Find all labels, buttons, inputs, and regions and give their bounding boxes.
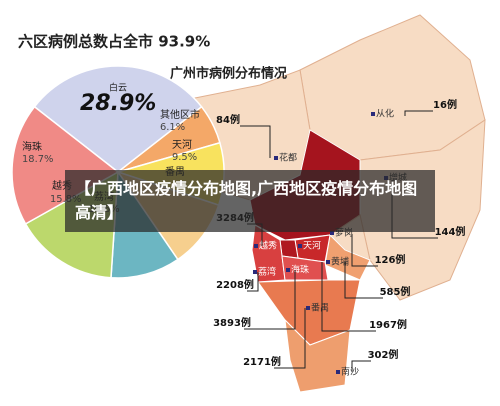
- district-marker: [274, 156, 278, 160]
- caption: 【广西地区疫情分布地图,广西地区疫情分布地图高清】: [65, 170, 435, 232]
- slice-name: 白云: [109, 82, 127, 94]
- slice-value: 18.7%: [22, 154, 53, 165]
- region-yuexiu: [279, 239, 299, 259]
- pie-slice: [11, 105, 120, 225]
- district-name: 荔湾: [258, 266, 276, 278]
- case-count: 302例: [368, 348, 399, 361]
- district-marker: [254, 244, 258, 248]
- district-name: 黄埔: [331, 256, 349, 268]
- case-count: 2171例: [243, 355, 281, 368]
- case-count: 84例: [216, 113, 240, 126]
- callout-line: [351, 234, 378, 267]
- callout-line: [404, 110, 433, 116]
- callout-line: [321, 262, 376, 332]
- callout-line: [247, 272, 259, 292]
- case-count: 144例: [435, 225, 466, 238]
- district-marker: [330, 231, 334, 235]
- callout-line: [344, 262, 383, 299]
- district-marker: [326, 260, 330, 264]
- slice-value: 28.9%: [80, 91, 156, 116]
- district-marker: [286, 268, 290, 272]
- case-count: 1967例: [369, 318, 407, 331]
- district-name: 越秀: [259, 240, 277, 252]
- case-count: 585例: [380, 285, 411, 298]
- district-name: 萝岗: [335, 228, 353, 239]
- case-count: 2208例: [216, 278, 254, 291]
- slice-name: 海珠: [22, 140, 42, 153]
- slice-name: 天河: [172, 139, 192, 151]
- district-marker: [253, 270, 257, 274]
- region-nansha: [284, 318, 351, 393]
- district-name: 番禺: [311, 302, 329, 314]
- case-count: 3893例: [213, 316, 251, 329]
- pie-slice: [33, 65, 203, 173]
- district-name: 花都: [279, 152, 297, 164]
- slice-name: 其他区市: [160, 108, 200, 121]
- callout-line: [351, 360, 371, 372]
- district-name: 天河: [303, 240, 321, 252]
- district-marker: [371, 112, 375, 116]
- case-count: 126例: [375, 253, 406, 266]
- district-marker: [336, 370, 340, 374]
- district-name: 海珠: [291, 264, 309, 276]
- chart-title: 六区病例总数占全市 93.9%: [18, 33, 210, 51]
- case-count: 16例: [433, 98, 457, 111]
- district-name: 南沙: [341, 366, 359, 378]
- callout-line: [240, 125, 271, 158]
- callout-line: [274, 308, 306, 369]
- district-marker: [298, 244, 302, 248]
- district-name: 从化: [376, 108, 394, 120]
- callout-line: [244, 270, 296, 330]
- slice-value: 9.5%: [172, 152, 197, 163]
- district-marker: [306, 306, 310, 310]
- map-title: 广州市病例分布情况: [170, 66, 287, 82]
- slice-value: 6.1%: [160, 122, 185, 133]
